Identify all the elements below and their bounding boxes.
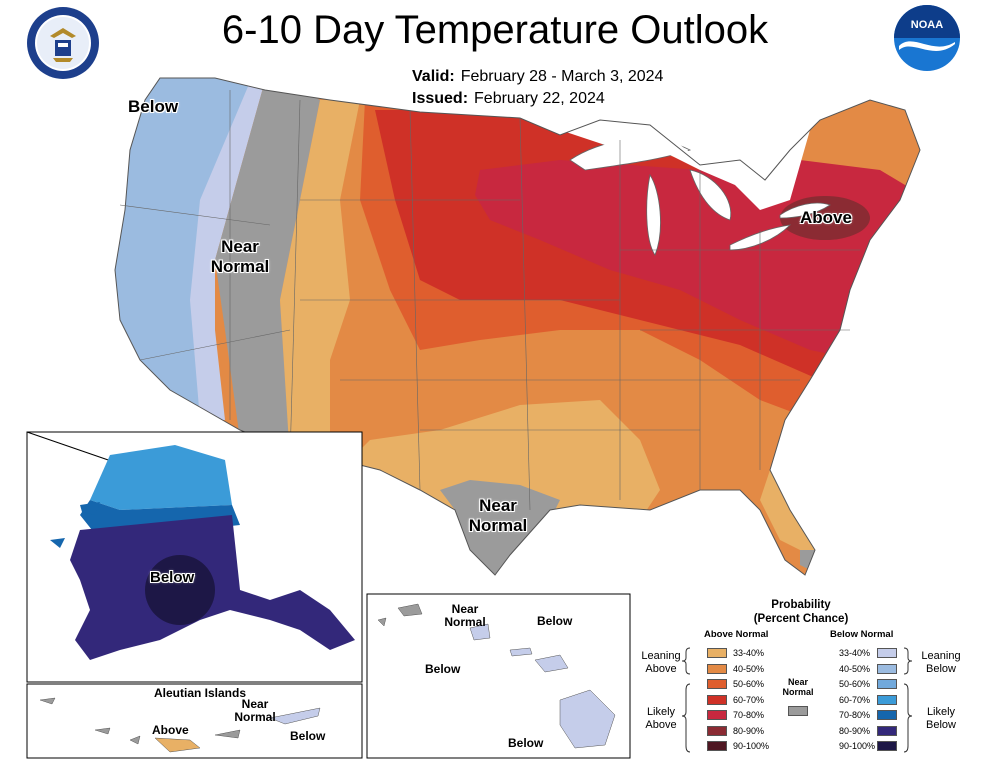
legend-below-head: Below Normal: [830, 629, 894, 640]
valid-dates: February 28 - March 3, 2024: [460, 68, 664, 85]
below-swatch-0: [877, 648, 897, 658]
above-range-1: 40-50%: [733, 663, 765, 674]
above-swatch-5: [707, 725, 727, 736]
legend-near-normal-swatch: [788, 706, 808, 716]
label-alaska-below: Below: [150, 569, 195, 586]
lake-michigan: [646, 173, 661, 256]
noaa-logo-icon: NOAA: [894, 5, 960, 71]
legend-above-head: Above Normal: [704, 629, 769, 640]
below-range-6: 90-100%: [839, 741, 876, 751]
label-near-normal-texas: Near Normal: [468, 496, 528, 535]
issued-date: February 22, 2024: [474, 90, 605, 107]
above-swatch-2: [707, 679, 727, 689]
maui: [534, 654, 569, 673]
above-range-3: 60-70%: [733, 694, 765, 705]
legend-likely-below: Likely Below: [926, 706, 956, 731]
label-hawaii-near-normal: Near Normal: [444, 602, 486, 629]
above-range-0: 33-40%: [733, 648, 765, 658]
above-swatch-4: [707, 710, 727, 720]
legend-leaning-below: Leaning Below: [921, 650, 961, 675]
above-swatch-0: [707, 648, 727, 658]
issued-date-line: Issued: February 22, 2024: [412, 90, 605, 108]
zone-near-normal-west: [215, 78, 320, 455]
label-above-northeast: Above: [800, 208, 852, 227]
legend-leaning-above: Leaning Above: [641, 650, 681, 675]
above-swatch-1: [707, 663, 727, 674]
above-range-2: 50-60%: [733, 679, 765, 689]
conus-outline: [114, 77, 921, 576]
below-range-0: 33-40%: [839, 648, 871, 658]
noaa-logo-text: NOAA: [911, 19, 943, 31]
legend-near-normal: Near Normal: [782, 677, 814, 697]
label-hawaii-below-3: Below: [508, 736, 544, 750]
zone-below-33-40: [190, 78, 268, 420]
zone-above-33-40-florida: [760, 470, 820, 560]
above-range-5: 80-90%: [733, 725, 765, 736]
below-swatch-5: [877, 725, 897, 736]
zone-below-40-50: [115, 78, 255, 420]
valid-period: Valid: February 28 - March 3, 2024: [412, 68, 663, 86]
page-title: 6-10 Day Temperature Outlook: [221, 8, 769, 52]
below-swatch-1: [877, 663, 897, 674]
lake-ontario: [779, 202, 831, 219]
below-range-1: 40-50%: [839, 663, 871, 674]
label-below-west: Below: [128, 97, 179, 116]
kauai: [397, 603, 423, 617]
above-swatch-6: [707, 741, 727, 751]
zone-above-33-40-west: [280, 100, 360, 470]
label-near-normal-west: Near Normal: [210, 237, 270, 276]
above-swatch-3: [707, 694, 727, 705]
label-hawaii-below-1: Below: [425, 662, 461, 676]
legend-title: Probability (Percent Chance): [753, 599, 849, 625]
issued-label: Issued:: [412, 90, 469, 107]
molokai: [509, 647, 533, 657]
below-range-4: 70-80%: [839, 710, 871, 720]
below-swatch-3: [877, 694, 897, 705]
label-aleutian-above: Above: [152, 723, 189, 737]
below-range-5: 80-90%: [839, 725, 871, 736]
below-range-2: 50-60%: [839, 679, 871, 689]
oahu: [469, 623, 491, 641]
commerce-seal-icon: [27, 7, 99, 79]
below-range-3: 60-70%: [839, 694, 871, 705]
above-range-6: 90-100%: [733, 741, 770, 751]
label-aleutian-below: Below: [290, 729, 326, 743]
state-borders: [119, 90, 860, 511]
valid-label: Valid:: [412, 68, 455, 85]
alaska-zone-90-100: [145, 555, 215, 625]
below-swatch-2: [877, 679, 897, 689]
below-swatch-4: [877, 710, 897, 720]
below-swatch-6: [877, 741, 897, 751]
big-island: [559, 689, 616, 749]
label-aleutian-title: Aleutian Islands: [153, 686, 247, 700]
above-range-4: 70-80%: [733, 710, 765, 720]
legend-likely-above: Likely Above: [645, 706, 677, 731]
alaska-zone-60-70: [90, 445, 232, 510]
label-hawaii-below-2: Below: [537, 614, 573, 628]
label-aleutian-near-normal: Near Normal: [234, 697, 276, 724]
